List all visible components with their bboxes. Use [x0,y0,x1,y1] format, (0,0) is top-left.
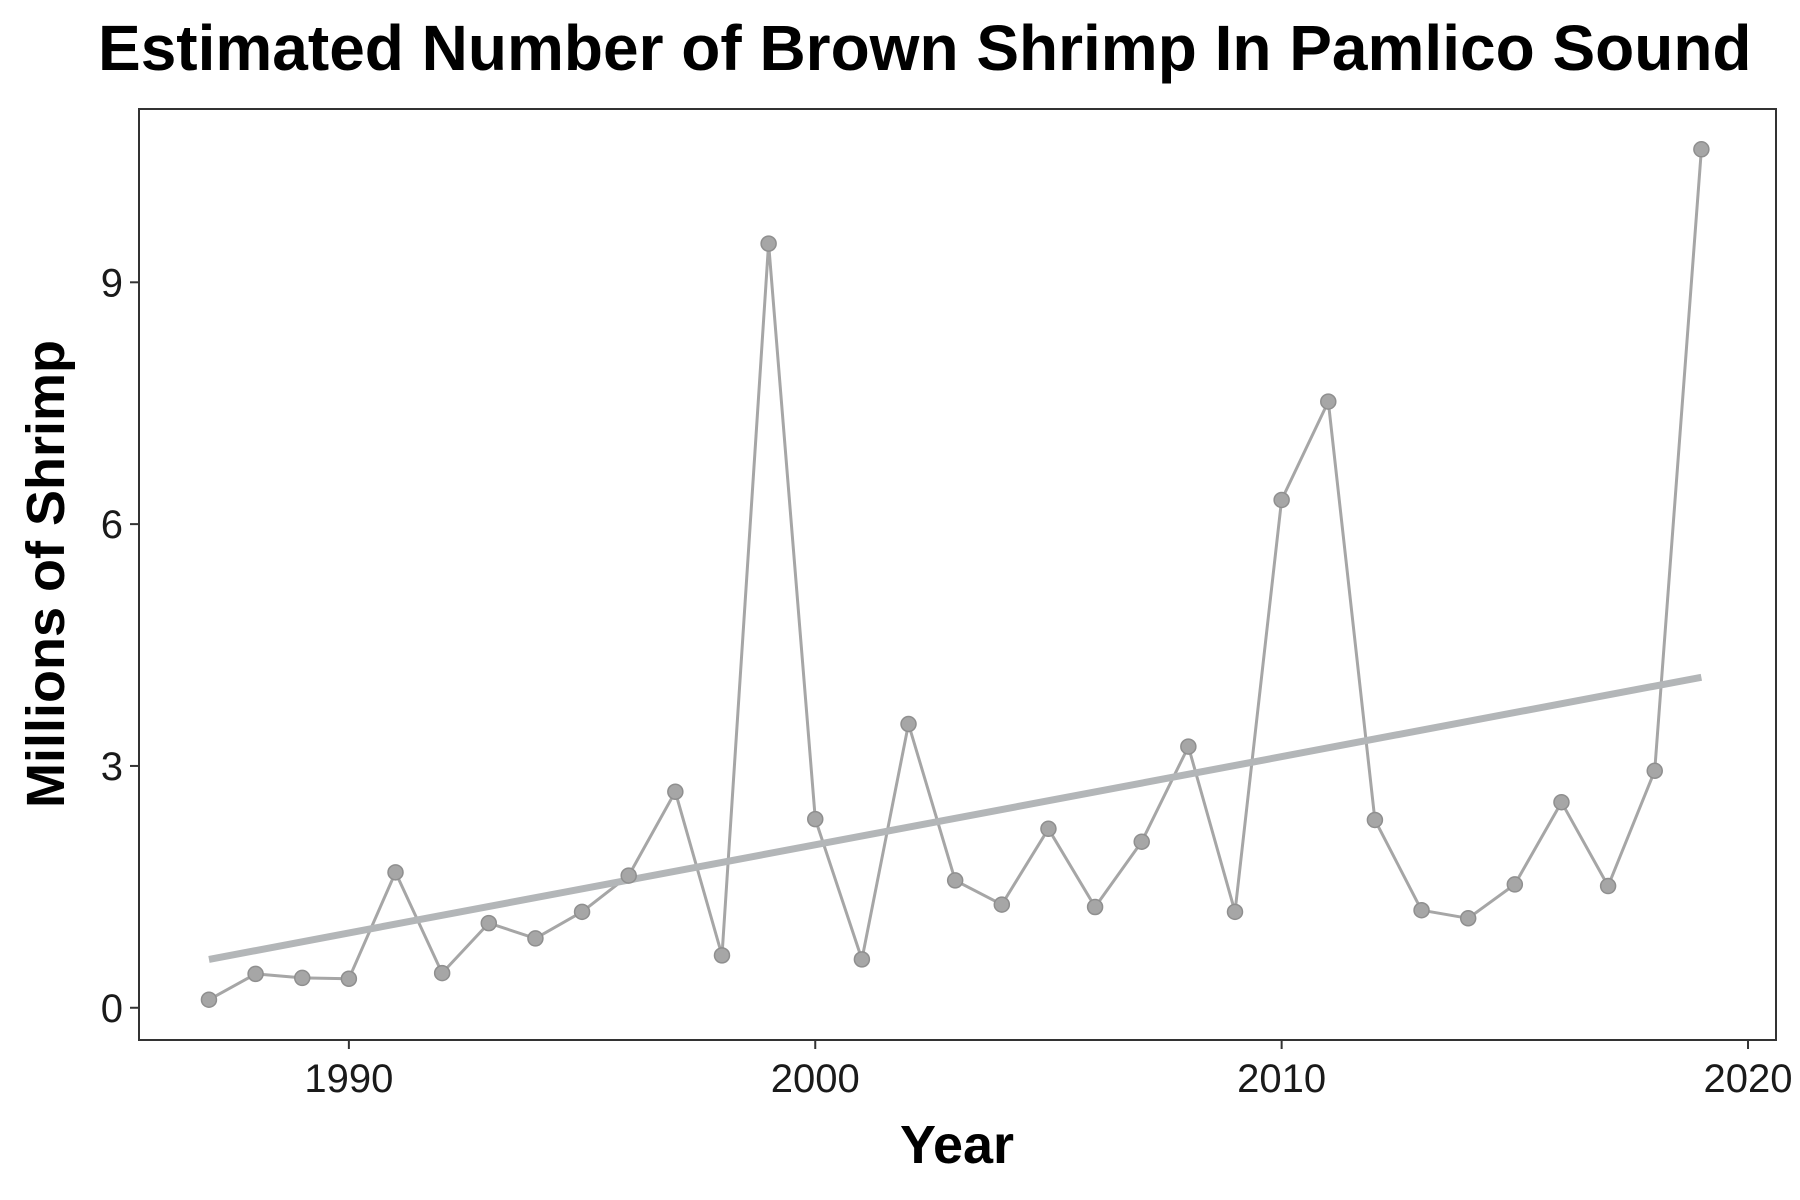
data-point [1413,901,1430,919]
data-point [480,914,498,932]
y-axis: 0 3 6 9 [101,261,139,1031]
data-point [1086,898,1104,916]
data-point [1553,793,1570,811]
data-point [1226,903,1244,921]
x-axis-title: Year [900,1115,1014,1175]
data-point [293,969,311,987]
data-point [1693,141,1710,158]
data-point [1506,876,1524,893]
y-axis-title: Millions of Shrimp [16,340,76,808]
data-point [713,947,731,964]
data-point [1040,820,1057,838]
data-point [433,964,451,982]
data-point [200,991,218,1008]
data-point [1133,833,1150,850]
data-point [340,970,358,987]
data-point [247,965,264,983]
data-point [853,951,871,968]
trend-line [208,673,1703,963]
x-tick-label: 2000 [771,1057,860,1101]
data-point [946,872,964,889]
data-point [387,864,404,881]
data-point [1366,811,1384,829]
x-tick-label: 2010 [1237,1057,1326,1101]
x-tick-label: 2020 [1704,1057,1793,1101]
y-tick-label: 0 [101,987,123,1031]
data-point [1180,738,1197,755]
data-point [1459,910,1477,927]
data-point [1320,393,1337,410]
data-point [620,867,637,884]
data-point [527,930,544,947]
x-axis: 1990 2000 2010 2020 [304,1040,1793,1101]
y-tick-label: 6 [101,503,123,547]
data-point [573,903,591,921]
x-tick-label: 1990 [304,1057,393,1101]
y-tick-label: 3 [101,745,123,789]
data-point [900,715,917,733]
data-point [1646,762,1663,780]
series-layer [200,141,1710,1008]
data-point [760,235,777,252]
chart-title: Estimated Number of Brown Shrimp In Paml… [98,12,1752,84]
data-point [667,783,684,800]
data-point [807,810,824,828]
data-point [1273,491,1290,509]
data-point [1599,877,1617,895]
y-tick-label: 9 [101,261,123,305]
data-point [993,896,1011,913]
